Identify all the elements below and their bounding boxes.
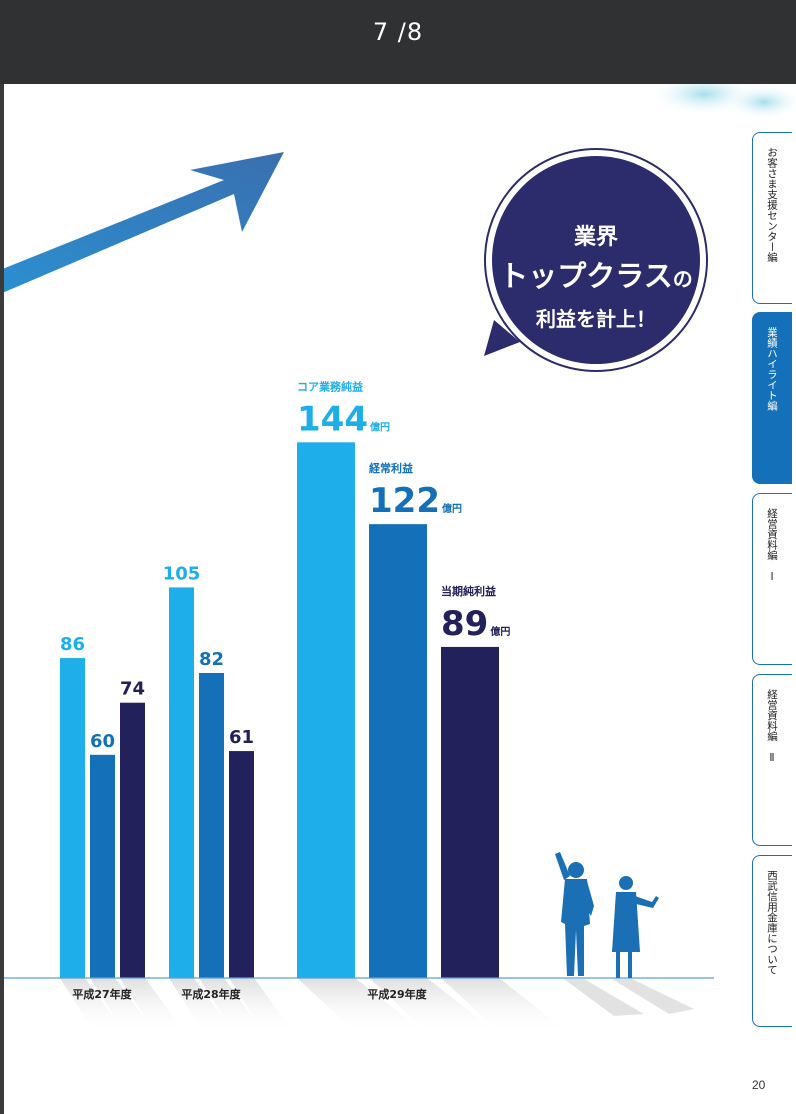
bar-2-2	[441, 646, 499, 978]
series-name-label: コア業務純益	[297, 379, 363, 393]
rising-arrow-icon	[4, 152, 284, 293]
bar-1-0	[169, 587, 194, 978]
bar-value-label: 60	[90, 731, 115, 752]
viewer-toolbar: 7 /8	[0, 0, 796, 84]
people-shadow	[564, 979, 694, 1016]
bar-2-1	[369, 524, 427, 978]
series-name-label: 当期純利益	[441, 584, 496, 598]
bar-value-label: 122 億円	[369, 481, 462, 521]
tab-label: 経営資料編 Ⅱ	[766, 689, 778, 764]
bubble-line-1: 業界	[574, 225, 618, 250]
document-page: 86 60 74 105 82 61 コア業務純益 144 億円経常利益 122 億円当期純利益 89…	[4, 84, 796, 1114]
bar-shadow	[60, 978, 125, 1033]
bar-value-label: 86	[60, 634, 85, 655]
bar-shadow	[90, 978, 155, 1033]
bubble-line-2: トップクラスの	[499, 259, 692, 293]
bar-shadow	[169, 978, 234, 1033]
top-class-speech-bubble: 業界 トップクラスの 利益を計上！	[481, 148, 708, 372]
tab-about-seibu[interactable]: 西武信用金庫について	[752, 855, 792, 1027]
bubble-line-3: 利益を計上！	[536, 307, 656, 331]
bar-shadow	[199, 978, 264, 1033]
tab-label: 西武信用金庫について	[766, 870, 778, 975]
bar-0-0	[60, 658, 85, 978]
tab-performance-highlight[interactable]: 業績ハイライト編	[752, 312, 792, 484]
unit-label: 億円	[370, 420, 390, 433]
bubble-particle: の	[673, 267, 693, 291]
tab-management-data-1[interactable]: 経営資料編 Ⅰ	[752, 493, 792, 665]
tab-label: 業績ハイライト編	[766, 327, 778, 411]
category-label: 平成28年度	[181, 987, 241, 1001]
bar-1-1	[199, 672, 224, 978]
bar-value-label: 74	[120, 679, 145, 700]
tab-customer-support[interactable]: お客さま支援センター編	[752, 132, 792, 304]
bar-value-label: 61	[229, 727, 254, 748]
bar-0-1	[90, 754, 115, 978]
bar-shadow	[297, 978, 425, 1033]
bar-value-label: 89 億円	[441, 604, 510, 644]
page-indicator: 7 /8	[372, 18, 424, 46]
unit-label: 億円	[490, 625, 510, 638]
bubble-emphasis: トップクラス	[499, 259, 672, 293]
page-number: 20	[752, 1078, 766, 1092]
tab-management-data-2[interactable]: 経営資料編 Ⅱ	[752, 674, 792, 846]
decor-blob	[724, 84, 796, 120]
bar-2-0	[297, 442, 355, 978]
unit-label: 億円	[442, 502, 462, 515]
tab-label: お客さま支援センター編	[766, 147, 778, 263]
bar-value-label: 144 億円	[297, 399, 390, 439]
tab-label: 経営資料編 Ⅰ	[766, 508, 778, 583]
series-name-label: 経常利益	[369, 461, 413, 475]
bar-1-2	[229, 751, 254, 978]
bar-0-2	[120, 702, 145, 978]
category-label: 平成29年度	[367, 987, 427, 1001]
bar-value-label: 105	[163, 563, 201, 584]
bar-value-label: 82	[199, 649, 224, 670]
bar-shadow	[369, 978, 497, 1033]
bar-shadow	[441, 978, 569, 1033]
celebrating-people-illustration	[555, 852, 659, 978]
bar-shadow	[120, 978, 185, 1033]
bar-shadow	[229, 978, 294, 1033]
category-label: 平成27年度	[72, 987, 132, 1001]
